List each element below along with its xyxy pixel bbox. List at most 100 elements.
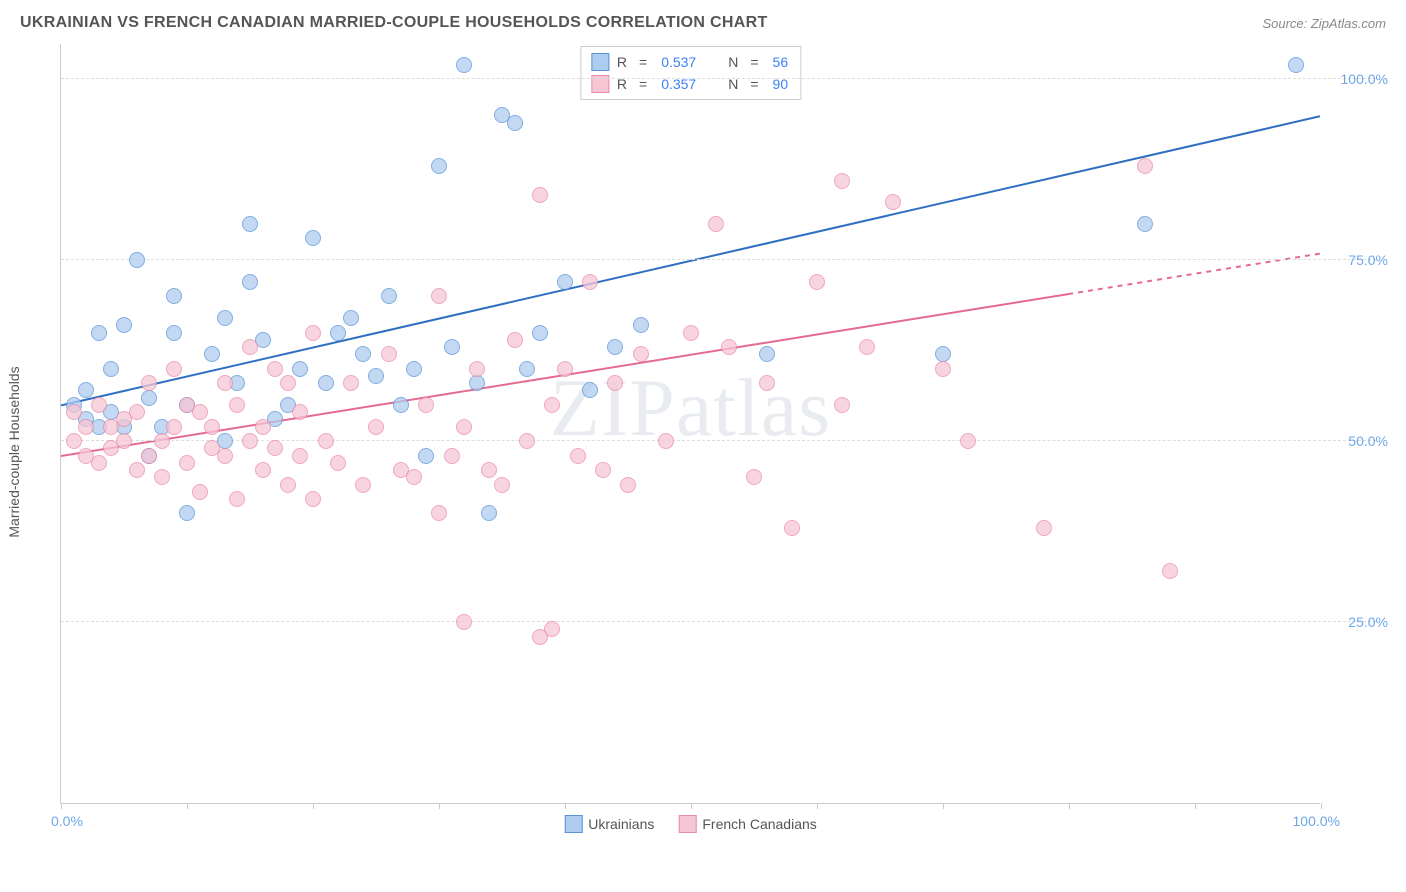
- grid-line: [61, 621, 1376, 622]
- data-point: [859, 339, 875, 355]
- correlation-legend: R=0.537N=56R=0.357N=90: [580, 46, 801, 100]
- source-prefix: Source:: [1262, 16, 1310, 31]
- data-point: [1137, 158, 1153, 174]
- data-point: [91, 325, 107, 341]
- chart-container: Married-couple Households ZIPatlas R=0.5…: [10, 44, 1396, 844]
- data-point: [66, 404, 82, 420]
- series-legend-item: French Canadians: [678, 815, 816, 833]
- data-point: [217, 375, 233, 391]
- data-point: [129, 462, 145, 478]
- data-point: [255, 462, 271, 478]
- data-point: [721, 339, 737, 355]
- grid-line: [61, 440, 1376, 441]
- legend-row: R=0.357N=90: [591, 73, 790, 95]
- data-point: [607, 339, 623, 355]
- data-point: [620, 477, 636, 493]
- data-point: [166, 361, 182, 377]
- data-point: [305, 230, 321, 246]
- data-point: [116, 433, 132, 449]
- data-point: [368, 419, 384, 435]
- data-point: [834, 173, 850, 189]
- legend-swatch: [678, 815, 696, 833]
- data-point: [658, 433, 674, 449]
- y-tick-label: 100.0%: [1328, 71, 1388, 87]
- data-point: [343, 310, 359, 326]
- legend-eq: =: [746, 54, 762, 70]
- data-point: [103, 361, 119, 377]
- source-name: ZipAtlas.com: [1311, 16, 1386, 31]
- data-point: [292, 361, 308, 377]
- y-axis-label: Married-couple Households: [6, 366, 22, 537]
- legend-n-value: 56: [771, 54, 791, 70]
- data-point: [532, 187, 548, 203]
- data-point: [255, 419, 271, 435]
- data-point: [355, 346, 371, 362]
- data-point: [66, 433, 82, 449]
- legend-r-label: R: [617, 54, 627, 70]
- data-point: [406, 361, 422, 377]
- data-point: [582, 274, 598, 290]
- data-point: [318, 375, 334, 391]
- data-point: [519, 361, 535, 377]
- data-point: [192, 484, 208, 500]
- legend-swatch: [591, 53, 609, 71]
- data-point: [456, 419, 472, 435]
- x-tick: [313, 803, 314, 809]
- data-point: [267, 361, 283, 377]
- data-point: [834, 397, 850, 413]
- legend-r-value: 0.537: [659, 54, 698, 70]
- grid-line: [61, 259, 1376, 260]
- data-point: [229, 397, 245, 413]
- data-point: [305, 325, 321, 341]
- data-point: [595, 462, 611, 478]
- data-point: [544, 397, 560, 413]
- trend-line: [61, 116, 1320, 405]
- data-point: [242, 274, 258, 290]
- data-point: [292, 448, 308, 464]
- data-point: [204, 346, 220, 362]
- data-point: [759, 346, 775, 362]
- data-point: [444, 448, 460, 464]
- data-point: [381, 288, 397, 304]
- data-point: [708, 216, 724, 232]
- x-tick: [1195, 803, 1196, 809]
- data-point: [507, 332, 523, 348]
- chart-source: Source: ZipAtlas.com: [1262, 16, 1386, 31]
- x-tick: [187, 803, 188, 809]
- data-point: [1137, 216, 1153, 232]
- data-point: [78, 382, 94, 398]
- data-point: [179, 455, 195, 471]
- data-point: [330, 325, 346, 341]
- data-point: [381, 346, 397, 362]
- data-point: [557, 274, 573, 290]
- data-point: [242, 339, 258, 355]
- data-point: [242, 433, 258, 449]
- data-point: [116, 317, 132, 333]
- data-point: [141, 390, 157, 406]
- data-point: [481, 462, 497, 478]
- series-legend-item: Ukrainians: [564, 815, 654, 833]
- data-point: [217, 310, 233, 326]
- data-point: [406, 469, 422, 485]
- data-point: [444, 339, 460, 355]
- x-tick: [565, 803, 566, 809]
- data-point: [318, 433, 334, 449]
- data-point: [607, 375, 623, 391]
- data-point: [1288, 57, 1304, 73]
- x-axis-start-label: 0.0%: [51, 813, 83, 829]
- data-point: [280, 375, 296, 391]
- data-point: [166, 419, 182, 435]
- y-tick-label: 75.0%: [1328, 252, 1388, 268]
- data-point: [532, 325, 548, 341]
- x-tick: [1069, 803, 1070, 809]
- chart-title: UKRAINIAN VS FRENCH CANADIAN MARRIED-COU…: [20, 14, 768, 32]
- data-point: [431, 158, 447, 174]
- x-tick: [61, 803, 62, 809]
- x-tick: [1321, 803, 1322, 809]
- data-point: [129, 252, 145, 268]
- data-point: [154, 433, 170, 449]
- y-tick-label: 50.0%: [1328, 433, 1388, 449]
- data-point: [570, 448, 586, 464]
- x-tick: [439, 803, 440, 809]
- x-axis-end-label: 100.0%: [1293, 813, 1340, 829]
